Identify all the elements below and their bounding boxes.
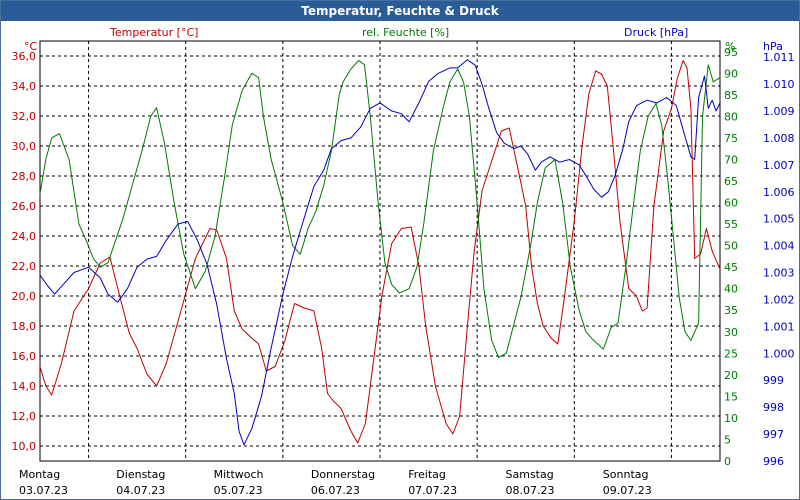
x-day-label: Mittwoch bbox=[214, 468, 264, 481]
humidity-tick-label: 0 bbox=[724, 455, 731, 468]
temperature-unit: °C bbox=[24, 40, 38, 53]
temperature-tick-label: 34,0 bbox=[12, 80, 37, 93]
x-date-label: 08.07.23 bbox=[506, 484, 555, 497]
temperature-tick-label: 10,0 bbox=[12, 440, 37, 453]
x-axis-ticks: Montag 03.07.23 Dienstag 04.07.23 Mittwoch 05… bbox=[19, 468, 652, 497]
x-date-label: 04.07.23 bbox=[116, 484, 165, 497]
pressure-tick-label: 1.009 bbox=[763, 105, 795, 118]
humidity-tick-label: 45 bbox=[724, 261, 738, 274]
humidity-tick-label: 65 bbox=[724, 175, 738, 188]
pressure-tick-label: 1.011 bbox=[763, 51, 795, 64]
pressure-tick-label: 996 bbox=[763, 455, 784, 468]
pressure-tick-label: 1.010 bbox=[763, 78, 795, 91]
humidity-tick-label: 60 bbox=[724, 197, 738, 210]
humidity-tick-label: 75 bbox=[724, 132, 738, 145]
temperature-axis-ticks: 10,0 12,0 14,0 16,0 18,0 20,0 22,0 24,0 26,0 28,0… bbox=[12, 50, 37, 453]
temperature-tick-label: 18,0 bbox=[12, 320, 37, 333]
temperature-tick-label: 24,0 bbox=[12, 230, 37, 243]
humidity-axis-label: rel. Feuchte [%] bbox=[362, 26, 449, 39]
temperature-axis-label: Temperatur [°C] bbox=[109, 26, 198, 39]
pressure-tick-label: 999 bbox=[763, 374, 784, 387]
humidity-tick-label: 15 bbox=[724, 390, 738, 403]
pressure-tick-label: 1.006 bbox=[763, 186, 795, 199]
temperature-tick-label: 14,0 bbox=[12, 380, 37, 393]
pressure-axis-label: Druck [hPa] bbox=[624, 26, 688, 39]
pressure-unit: hPa bbox=[763, 40, 783, 53]
series-lines bbox=[39, 59, 721, 446]
humidity-tick-label: 30 bbox=[724, 326, 738, 339]
humidity-tick-label: 50 bbox=[724, 240, 738, 253]
humidity-tick-label: 25 bbox=[724, 347, 738, 360]
x-date-label: 06.07.23 bbox=[311, 484, 360, 497]
pressure-tick-label: 1.005 bbox=[763, 213, 795, 226]
pressure-axis-ticks: 996 997 998 999 1.000 1.001 1.002 1.003 1.004 1.0… bbox=[763, 51, 795, 468]
series-line-pressure bbox=[39, 59, 721, 446]
x-day-label: Donnerstag bbox=[311, 468, 375, 481]
pressure-tick-label: 1.001 bbox=[763, 320, 795, 333]
pressure-tick-label: 998 bbox=[763, 401, 784, 414]
temperature-tick-label: 28,0 bbox=[12, 170, 37, 183]
humidity-tick-label: 35 bbox=[724, 304, 738, 317]
x-date-label: 09.07.23 bbox=[603, 484, 652, 497]
humidity-tick-label: 80 bbox=[724, 110, 738, 123]
x-day-label: Montag bbox=[19, 468, 60, 481]
series-line-humidity bbox=[39, 59, 721, 359]
temperature-tick-label: 32,0 bbox=[12, 110, 37, 123]
x-day-label: Samstag bbox=[506, 468, 554, 481]
temperature-tick-label: 36,0 bbox=[12, 50, 37, 63]
pressure-tick-label: 1.002 bbox=[763, 293, 795, 306]
pressure-tick-label: 1.000 bbox=[763, 347, 795, 360]
temperature-tick-label: 30,0 bbox=[12, 140, 37, 153]
grid-lines bbox=[40, 41, 720, 461]
temperature-tick-label: 16,0 bbox=[12, 350, 37, 363]
humidity-tick-label: 40 bbox=[724, 283, 738, 296]
pressure-tick-label: 1.008 bbox=[763, 132, 795, 145]
humidity-unit: % bbox=[725, 40, 735, 53]
temperature-tick-label: 22,0 bbox=[12, 260, 37, 273]
x-date-label: 03.07.23 bbox=[19, 484, 68, 497]
humidity-tick-label: 55 bbox=[724, 218, 738, 231]
humidity-tick-label: 5 bbox=[724, 433, 731, 446]
pressure-tick-label: 1.004 bbox=[763, 240, 795, 253]
temperature-tick-label: 26,0 bbox=[12, 200, 37, 213]
series-line-temperature bbox=[39, 60, 721, 444]
humidity-tick-label: 20 bbox=[724, 369, 738, 382]
temperature-tick-label: 20,0 bbox=[12, 290, 37, 303]
humidity-tick-label: 70 bbox=[724, 153, 738, 166]
humidity-tick-label: 85 bbox=[724, 89, 738, 102]
x-date-label: 05.07.23 bbox=[214, 484, 263, 497]
temperature-tick-label: 12,0 bbox=[12, 410, 37, 423]
x-day-label: Dienstag bbox=[116, 468, 165, 481]
x-day-label: Sonntag bbox=[603, 468, 649, 481]
x-date-label: 07.07.23 bbox=[408, 484, 457, 497]
chart-title: Temperatur, Feuchte & Druck bbox=[1, 1, 799, 21]
pressure-tick-label: 1.007 bbox=[763, 159, 795, 172]
humidity-axis-ticks: 0 5 10 15 20 25 30 35 40 45 50 55 60 65 70 75 80 85 90 95 bbox=[724, 46, 738, 468]
pressure-tick-label: 1.003 bbox=[763, 267, 795, 280]
humidity-tick-label: 90 bbox=[724, 67, 738, 80]
humidity-tick-label: 95 bbox=[724, 46, 738, 59]
x-day-label: Freitag bbox=[408, 468, 446, 481]
pressure-tick-label: 997 bbox=[763, 428, 784, 441]
humidity-tick-label: 10 bbox=[724, 412, 738, 425]
